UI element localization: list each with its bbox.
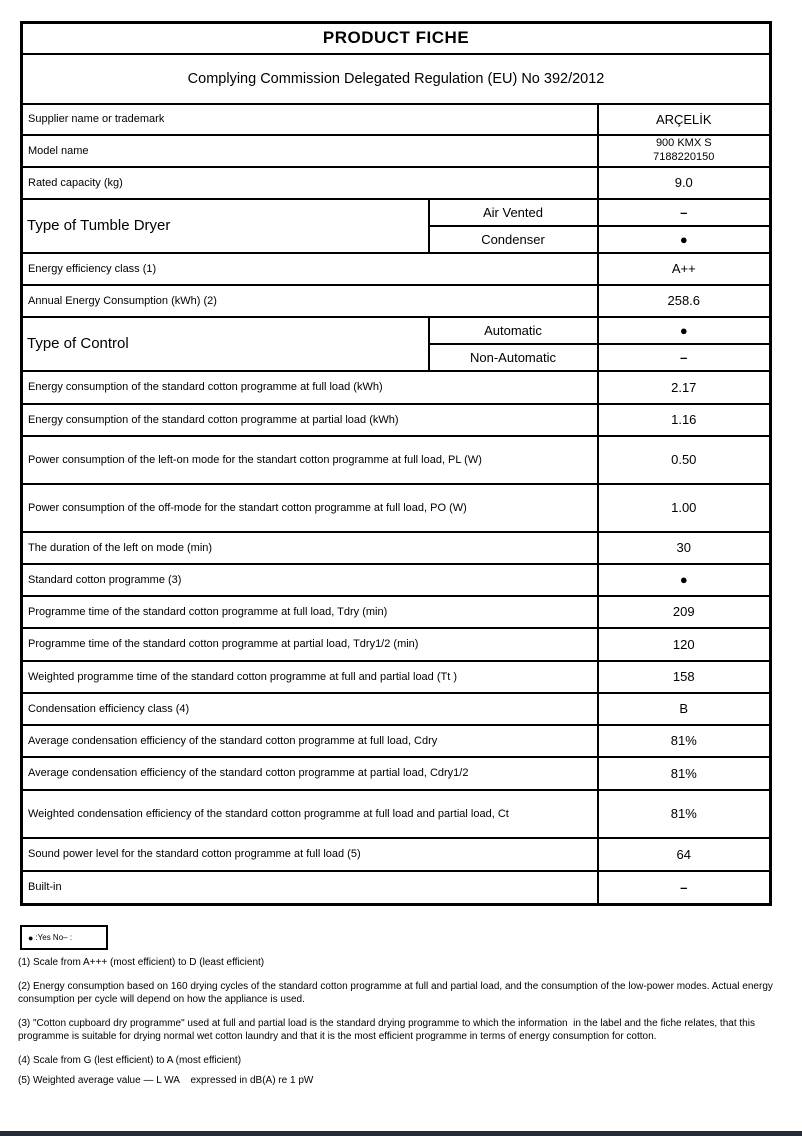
row-label: The duration of the left on mode (min) (20, 530, 599, 565)
row-value: 258.6 (596, 283, 772, 318)
footnote-1: (1) Scale from A+++ (most efficient) to … (18, 957, 265, 968)
row-sublabel: Air Vented (427, 197, 599, 227)
row-value: 81% (596, 788, 772, 839)
legend-box: ●:Yes No– : (20, 925, 108, 950)
table-row: Type of Tumble Dryer Air Vented – (20, 197, 772, 254)
table-row: Type of Control Automatic ● (20, 315, 772, 372)
table-row: Power consumption of the off-mode for th… (20, 482, 772, 533)
row-label: Condensation efficiency class (4) (20, 691, 599, 726)
row-label-group: Type of Tumble Dryer (20, 197, 430, 254)
row-sublabel: Automatic (427, 315, 599, 345)
row-label: Sound power level for the standard cotto… (20, 836, 599, 872)
bottom-bar (0, 1131, 802, 1136)
row-value: 9.0 (596, 165, 772, 200)
row-value: ● (596, 224, 772, 254)
table-row: Programme time of the standard cotton pr… (20, 594, 772, 629)
table-row: Condenser ● (22, 224, 772, 254)
row-label: Weighted condensation efficiency of the … (20, 788, 599, 839)
table-row: Standard cotton programme (3) ● (20, 562, 772, 597)
row-label: Average condensation efficiency of the s… (20, 755, 599, 791)
row-label: Energy consumption of the standard cotto… (20, 402, 599, 437)
row-label: Power consumption of the left-on mode fo… (20, 434, 599, 485)
subtitle-row: Complying Commission Delegated Regulatio… (20, 52, 772, 105)
row-label: Average condensation efficiency of the s… (20, 723, 599, 758)
row-label: Power consumption of the off-mode for th… (20, 482, 599, 533)
row-value: 30 (596, 530, 772, 565)
row-label: Built-in (20, 869, 599, 906)
title-row: PRODUCT FICHE (20, 21, 772, 55)
row-value: 158 (596, 659, 772, 694)
row-value: 1.00 (596, 482, 772, 533)
row-value: ● (596, 562, 772, 597)
table-row: Weighted programme time of the standard … (20, 659, 772, 694)
table-row: Sound power level for the standard cotto… (20, 836, 772, 872)
row-value: 81% (596, 723, 772, 758)
model-name-line2: 7188220150 (653, 150, 715, 163)
table-row: Built-in – (20, 869, 772, 906)
row-value: – (596, 342, 772, 372)
table-row: Weighted condensation efficiency of the … (20, 788, 772, 839)
row-sublabel: Non-Automatic (427, 342, 599, 372)
row-label: Programme time of the standard cotton pr… (20, 626, 599, 662)
table-row: Programme time of the standard cotton pr… (20, 626, 772, 662)
row-value: ARÇELİK (596, 102, 772, 136)
table-row: Model name 900 KMX S 7188220150 (20, 133, 772, 168)
row-label: Energy consumption of the standard cotto… (20, 369, 599, 405)
row-label: Weighted programme time of the standard … (20, 659, 599, 694)
regulation-subtitle: Complying Commission Delegated Regulatio… (20, 52, 772, 105)
table-row: Average condensation efficiency of the s… (20, 755, 772, 791)
yes-dot-symbol: ● (28, 932, 34, 943)
row-value: 120 (596, 626, 772, 662)
row-label: Programme time of the standard cotton pr… (20, 594, 599, 629)
row-value: A++ (596, 251, 772, 286)
row-value: 64 (596, 836, 772, 872)
table-row: Energy consumption of the standard cotto… (20, 402, 772, 437)
row-value: 81% (596, 755, 772, 791)
table-row: Rated capacity (kg) 9.0 (20, 165, 772, 200)
row-label: Annual Energy Consumption (kWh) (2) (20, 283, 599, 318)
footnote-3: (3) "Cotton cupboard dry programme" used… (18, 1018, 758, 1042)
table-row: Energy consumption of the standard cotto… (20, 369, 772, 405)
footnote-4: (4) Scale from G (lest efficient) to A (… (18, 1055, 242, 1066)
legend-label: :Yes No– : (35, 933, 73, 942)
row-label: Rated capacity (kg) (20, 165, 599, 200)
row-value: – (596, 869, 772, 906)
row-label-group: Type of Control (20, 315, 430, 372)
table-row: Power consumption of the left-on mode fo… (20, 434, 772, 485)
row-label: Standard cotton programme (3) (20, 562, 599, 597)
product-fiche-table: PRODUCT FICHE Complying Commission Deleg… (20, 21, 773, 906)
page-title: PRODUCT FICHE (20, 21, 772, 55)
model-name-line1: 900 KMX S (655, 136, 712, 149)
table-row: Annual Energy Consumption (kWh) (2) 258.… (20, 283, 772, 318)
row-sublabel: Condenser (427, 224, 599, 254)
row-value: 1.16 (596, 402, 772, 437)
row-label: Supplier name or trademark (20, 102, 599, 136)
row-value: 0.50 (596, 434, 772, 485)
row-value: B (596, 691, 772, 726)
table-row: Energy efficiency class (1) A++ (20, 251, 772, 286)
row-value: 2.17 (596, 369, 772, 405)
row-label: Energy efficiency class (1) (20, 251, 599, 286)
table-row: Average condensation efficiency of the s… (20, 723, 772, 758)
table-row: Condensation efficiency class (4) B (20, 691, 772, 726)
footnote-2: (2) Energy consumption based on 160 dryi… (18, 981, 776, 1005)
row-label: Model name (20, 133, 599, 168)
table-row: Supplier name or trademark ARÇELİK (20, 102, 772, 136)
row-value: 900 KMX S 7188220150 (596, 133, 772, 168)
footnotes: (1) Scale from A+++ (most efficient) to … (18, 956, 784, 1098)
table-row: Non-Automatic – (22, 342, 772, 372)
row-value: 209 (596, 594, 772, 629)
footnote-5: (5) Weighted average value — L WA expres… (18, 1075, 314, 1086)
row-value: ● (596, 315, 772, 345)
row-value: – (596, 197, 772, 227)
table-row: The duration of the left on mode (min) 3… (20, 530, 772, 565)
